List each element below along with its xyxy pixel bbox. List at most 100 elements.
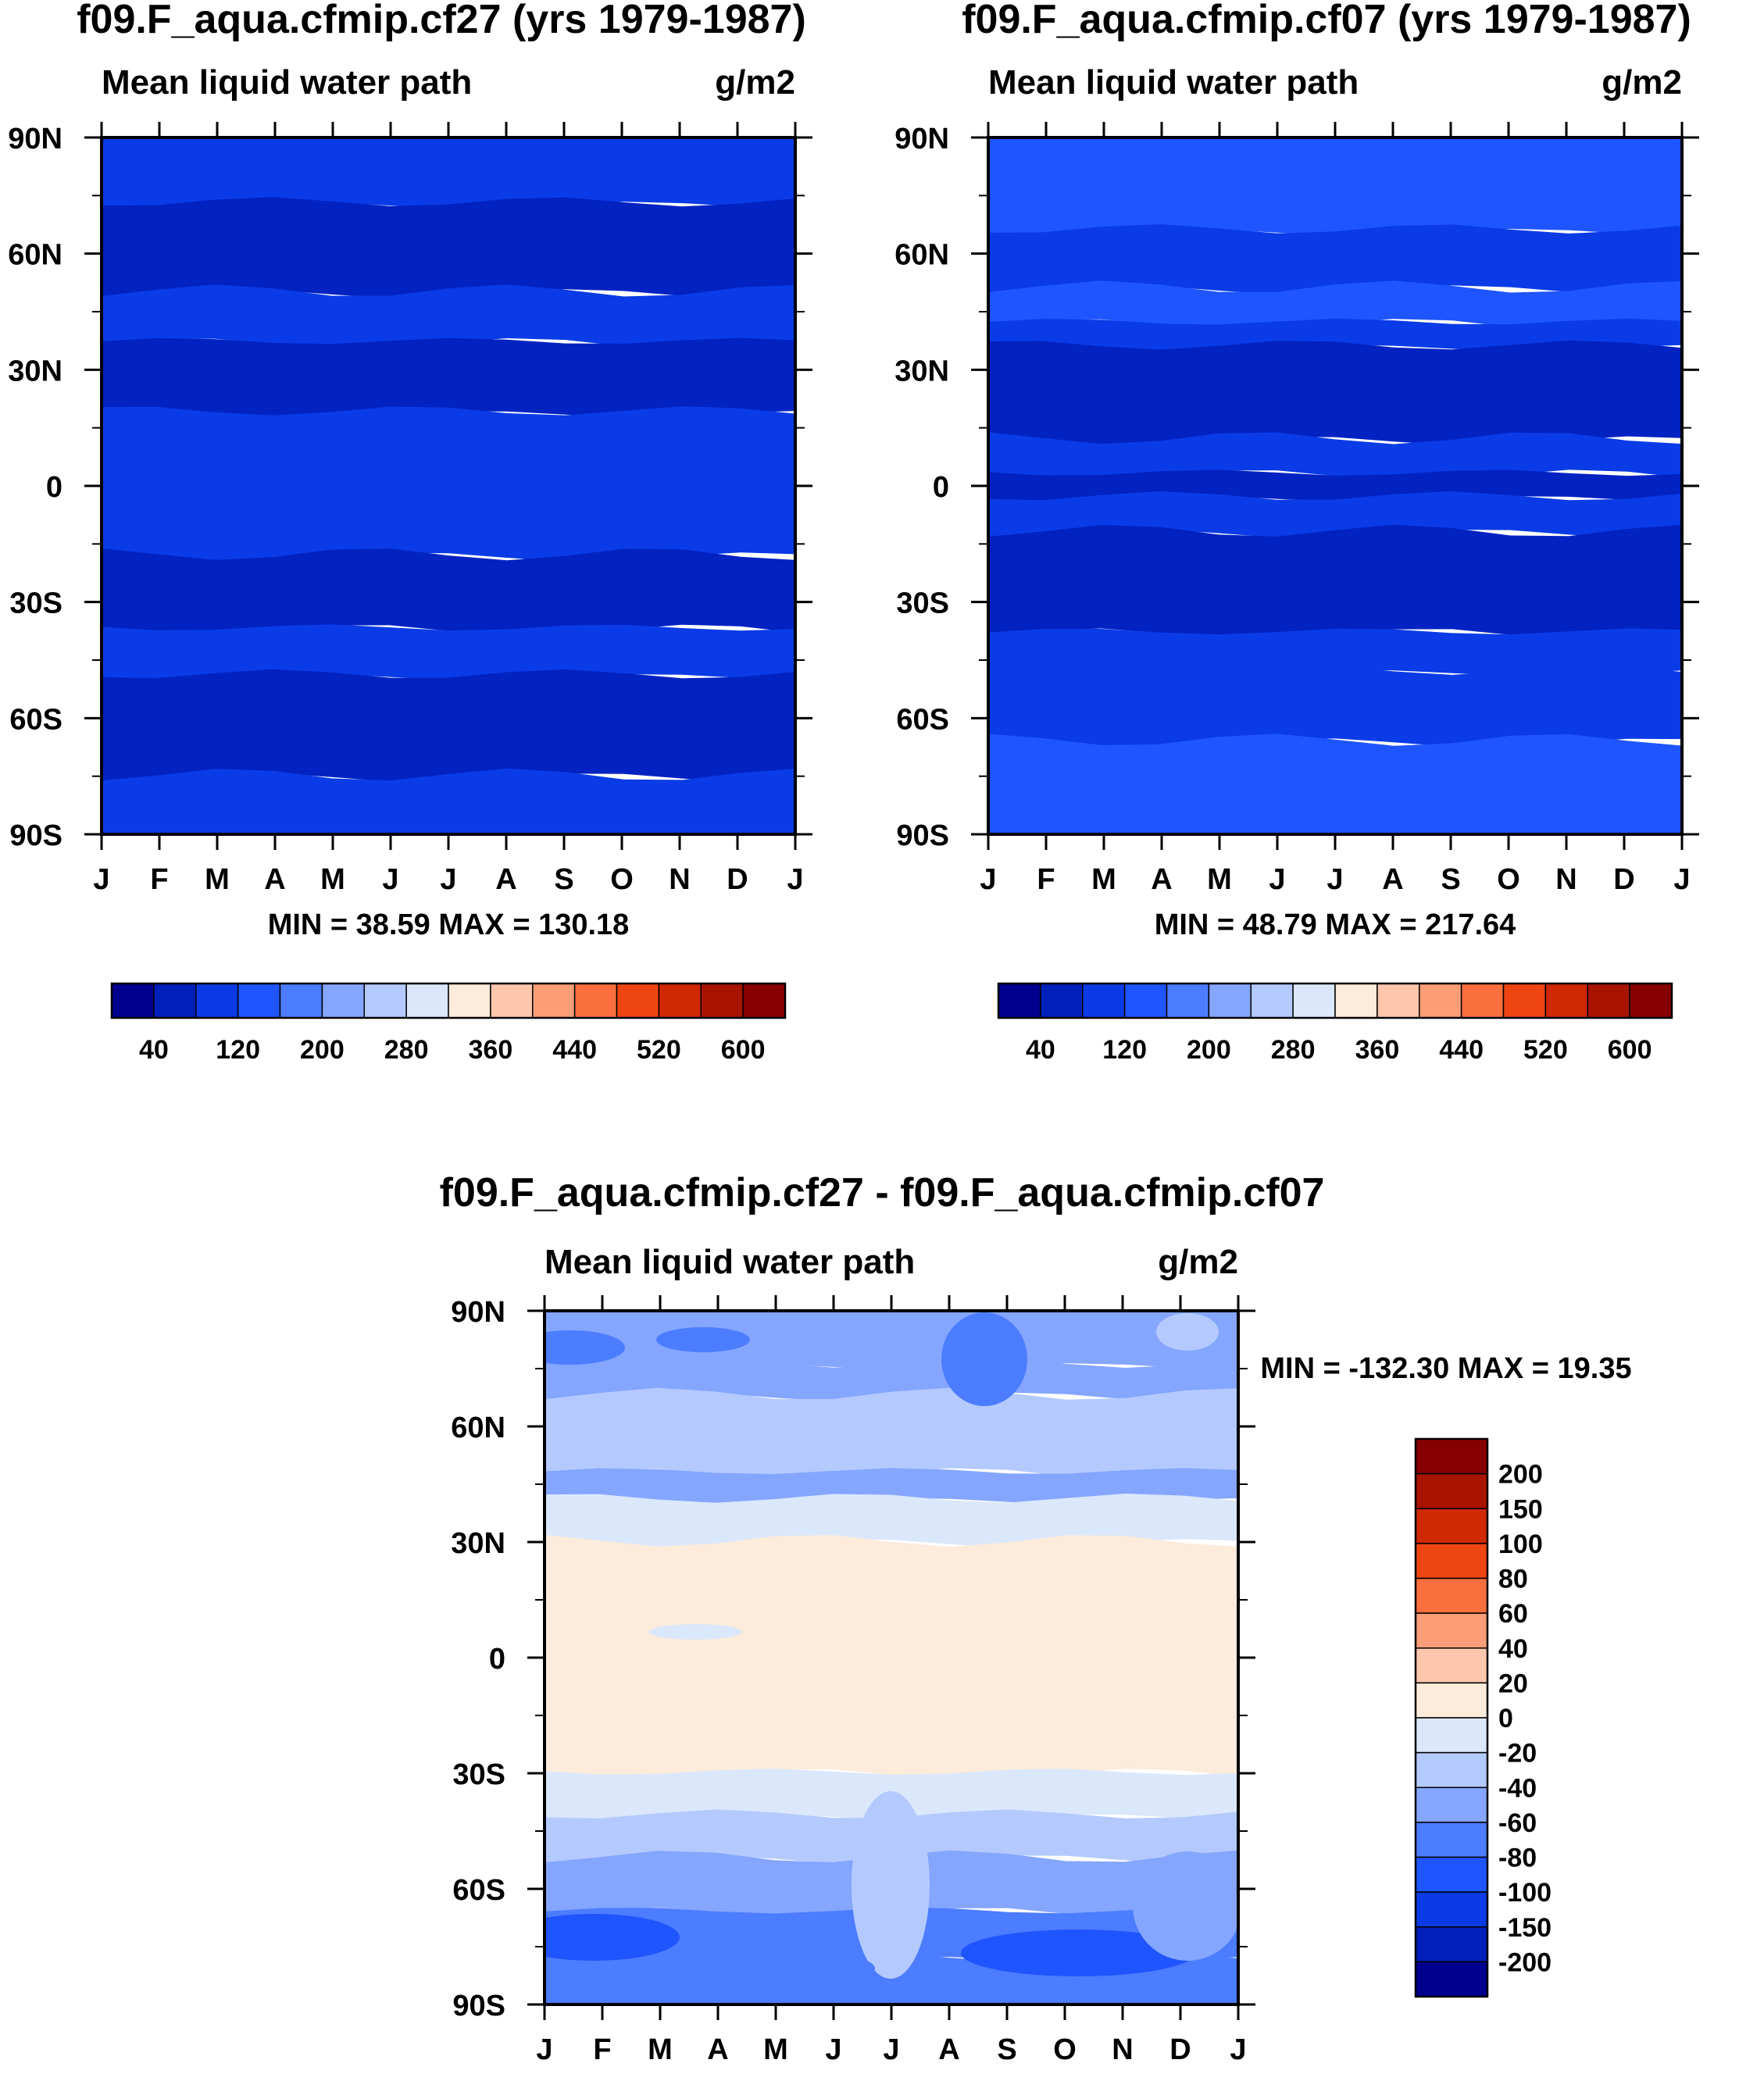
- x-tick-label: M: [320, 863, 345, 896]
- x-tick-label: M: [1207, 863, 1232, 896]
- contour-band: [988, 137, 1682, 235]
- contour-patch: [687, 1949, 875, 1988]
- colorbar-label: 520: [1523, 1035, 1568, 1065]
- colorbar-swatch: [1460, 983, 1505, 1019]
- colorbar-label: 440: [552, 1035, 597, 1065]
- x-tick-label: N: [1112, 2033, 1133, 2066]
- colorbar-label: -20: [1498, 1739, 1537, 1769]
- contour-band: [102, 406, 795, 562]
- colorbar-label: -80: [1498, 1844, 1537, 1873]
- colorbar-swatch: [1415, 1822, 1488, 1858]
- colorbar-label: -150: [1498, 1913, 1552, 1943]
- colorbar-label: 200: [1187, 1035, 1231, 1065]
- colorbar-swatch: [1123, 983, 1168, 1019]
- contour-band: [102, 137, 795, 209]
- y-tick-label: 30S: [896, 587, 949, 620]
- x-tick-label: A: [1151, 863, 1172, 896]
- colorbar-label: -200: [1498, 1947, 1552, 1977]
- contour-band: [988, 491, 1682, 539]
- contour-patch: [773, 1405, 961, 1455]
- colorbar-swatch: [742, 983, 786, 1019]
- y-tick-label: 30N: [8, 355, 62, 387]
- contour-patch: [545, 1914, 680, 1961]
- x-tick-label: J: [980, 863, 996, 896]
- x-tick-label: J: [536, 2033, 552, 2066]
- x-tick-label: S: [1441, 863, 1460, 896]
- contour-band: [988, 432, 1682, 482]
- chart-subtitle-left: Mean liquid water path: [102, 63, 472, 102]
- colorbar-label: 360: [1355, 1035, 1400, 1065]
- x-tick-label: O: [1053, 2033, 1077, 2066]
- contour-patch: [648, 1624, 742, 1640]
- contour-band: [988, 666, 1682, 748]
- colorbar-label: 520: [637, 1035, 681, 1065]
- contour-band: [102, 548, 795, 637]
- colorbar-swatch: [1415, 1787, 1488, 1823]
- x-tick-label: F: [150, 863, 168, 896]
- x-tick-label: A: [938, 2033, 959, 2066]
- colorbar-frame: [1414, 1437, 1489, 1998]
- x-tick-label: D: [1613, 863, 1634, 896]
- y-tick-label: 90N: [894, 123, 949, 155]
- y-tick-label: 60N: [8, 239, 62, 272]
- colorbar-swatch: [490, 983, 534, 1019]
- colorbar-label: 20: [1498, 1669, 1528, 1698]
- chart-subtitle-left: Mean liquid water path: [988, 63, 1359, 102]
- plot-area: [545, 1311, 1238, 2004]
- y-tick-label: 0: [489, 1643, 505, 1676]
- y-tick-label: 90N: [8, 123, 62, 155]
- colorbar-swatch: [1415, 1647, 1488, 1684]
- colorbar-swatch: [700, 983, 744, 1019]
- x-tick-label: M: [763, 2033, 788, 2066]
- panel-cf07: f09.F_aqua.cfmip.cf07 (yrs 1979-1987) Mea…: [894, 0, 1699, 1065]
- y-tick-label: 90S: [452, 1990, 505, 2022]
- colorbar-label: 440: [1439, 1035, 1484, 1065]
- y-tick-label: 90S: [896, 819, 949, 852]
- y-tick-label: 30N: [451, 1527, 505, 1560]
- min-max-stats: MIN = -132.30 MAX = 19.35: [1260, 1352, 1631, 1385]
- y-tick-label: 30N: [894, 355, 949, 387]
- x-tick-label: J: [1327, 863, 1343, 896]
- contour-patch: [545, 1330, 625, 1365]
- y-tick-label: 30S: [452, 1758, 505, 1791]
- colorbar-swatch: [532, 983, 576, 1019]
- contour-patch: [1102, 1416, 1211, 1451]
- colorbar-swatch: [1082, 983, 1126, 1019]
- chart-title: f09.F_aqua.cfmip.cf07 (yrs 1979-1987): [962, 0, 1691, 42]
- colorbar-swatch: [321, 983, 365, 1019]
- plot-area: [102, 137, 795, 834]
- y-tick-label: 60S: [9, 703, 62, 736]
- colorbar-swatch: [1415, 1682, 1488, 1719]
- colorbar-swatch: [1502, 983, 1547, 1019]
- colorbar-swatch: [1415, 1856, 1488, 1893]
- colorbar-swatch: [363, 983, 407, 1019]
- colorbar-swatch: [616, 983, 660, 1019]
- colorbar-swatch: [153, 983, 197, 1019]
- colorbar-swatch: [1415, 1577, 1488, 1614]
- colorbar-swatch: [1250, 983, 1294, 1019]
- y-tick-label: 90N: [451, 1296, 505, 1329]
- chart-subtitle-left: Mean liquid water path: [545, 1243, 915, 1281]
- contour-band: [988, 734, 1682, 834]
- colorbar-label: -60: [1498, 1808, 1537, 1838]
- contour-band: [545, 1468, 1238, 1505]
- colorbar-frame: [997, 982, 1673, 1019]
- x-tick-label: J: [825, 2033, 841, 2066]
- colorbar-label: 600: [1608, 1035, 1652, 1065]
- contour-band: [102, 337, 795, 417]
- contour-band: [988, 318, 1682, 352]
- x-tick-label: M: [648, 2033, 673, 2066]
- x-tick-label: O: [1497, 863, 1520, 896]
- colorbar-swatch: [998, 983, 1041, 1019]
- colorbar-label: 80: [1498, 1565, 1528, 1594]
- contour-band: [545, 1358, 1238, 1402]
- colorbar-swatch: [405, 983, 449, 1019]
- contour-band: [545, 1494, 1238, 1548]
- colorbar-swatch: [1208, 983, 1252, 1019]
- colorbar-label: 120: [216, 1035, 260, 1065]
- contour-band: [545, 1311, 1238, 1369]
- colorbar-swatch: [279, 983, 323, 1019]
- contour-patch: [680, 1871, 805, 1910]
- contour-patch: [961, 1929, 1195, 1976]
- y-tick-label: 0: [46, 471, 62, 504]
